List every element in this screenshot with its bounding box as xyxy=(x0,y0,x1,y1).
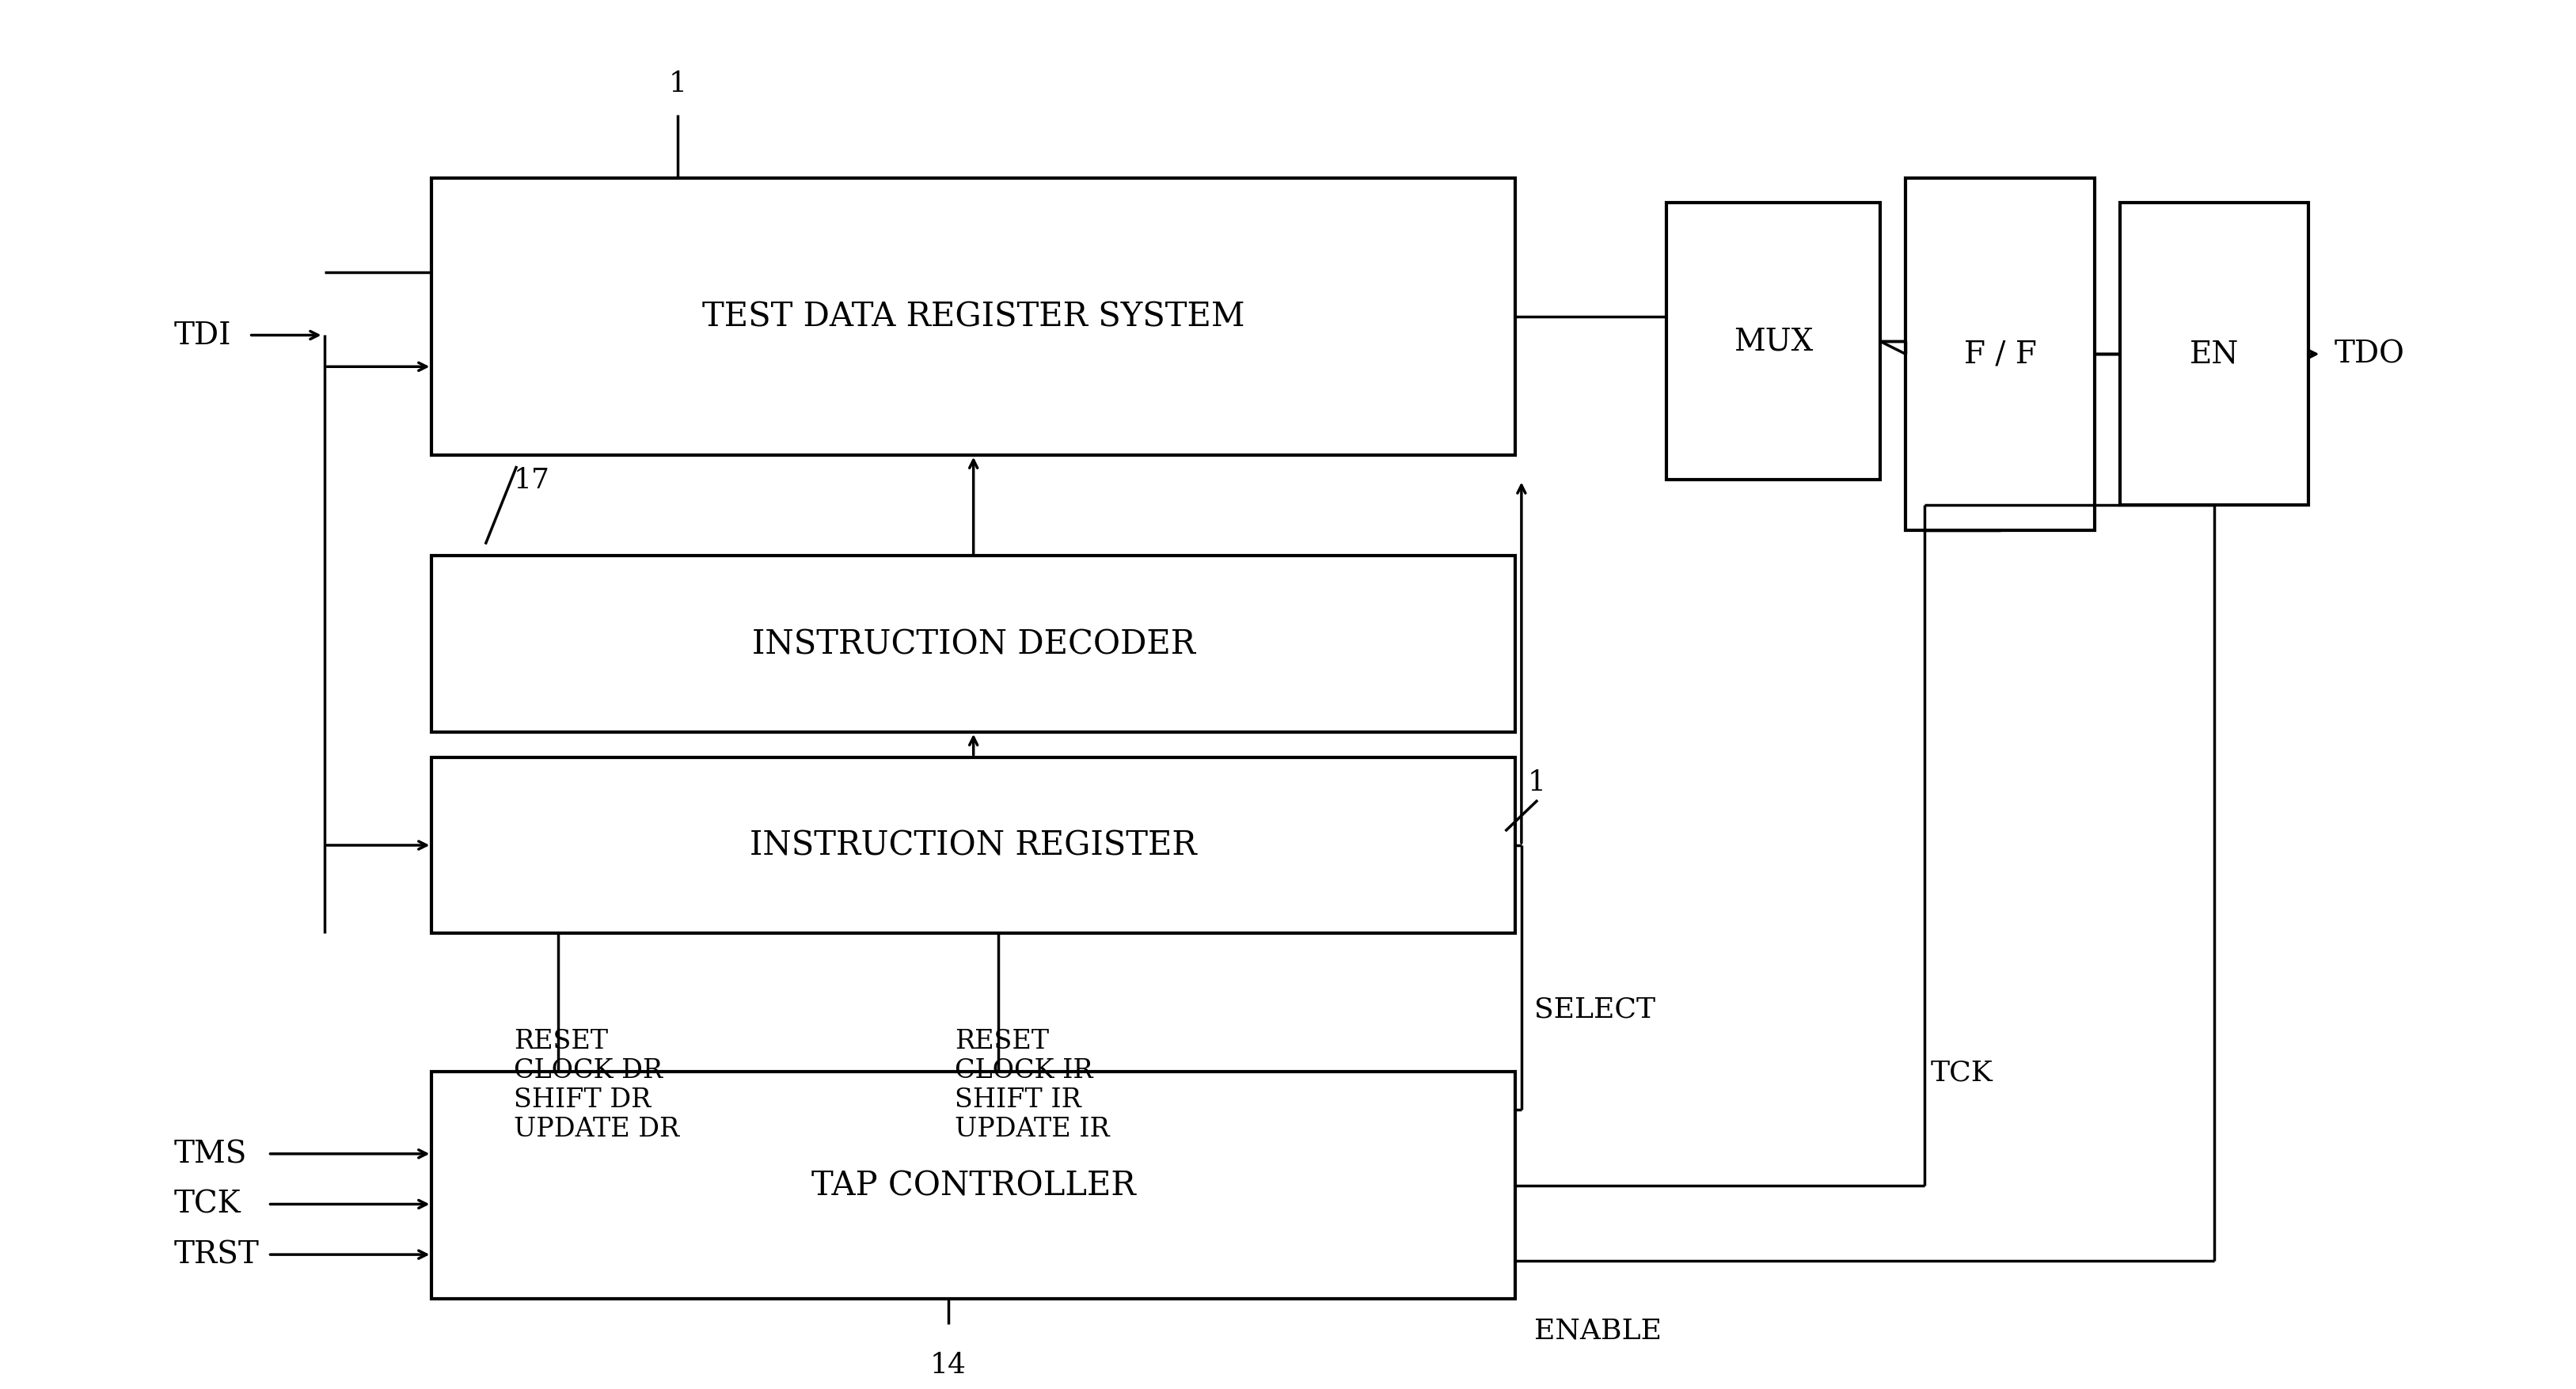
Bar xyxy=(2120,204,2308,506)
Text: SELECT: SELECT xyxy=(1533,996,1654,1022)
Text: EN: EN xyxy=(2190,340,2239,369)
Text: RESET
CLOCK IR
SHIFT IR
UPDATE IR: RESET CLOCK IR SHIFT IR UPDATE IR xyxy=(953,1028,1110,1142)
Bar xyxy=(1906,178,2094,531)
Text: ENABLE: ENABLE xyxy=(1533,1317,1662,1343)
Text: INSTRUCTION DECODER: INSTRUCTION DECODER xyxy=(752,628,1195,661)
Text: TCK: TCK xyxy=(1929,1058,1994,1086)
Text: TDO: TDO xyxy=(2334,340,2403,369)
Bar xyxy=(433,556,1515,732)
Text: RESET
CLOCK DR
SHIFT DR
UPDATE DR: RESET CLOCK DR SHIFT DR UPDATE DR xyxy=(513,1028,680,1142)
Text: 17: 17 xyxy=(513,467,549,494)
Text: F / F: F / F xyxy=(1963,340,2035,369)
Text: TDI: TDI xyxy=(173,321,232,350)
Text: INSTRUCTION REGISTER: INSTRUCTION REGISTER xyxy=(750,829,1198,863)
Bar xyxy=(433,757,1515,933)
Bar xyxy=(433,178,1515,456)
Text: TEST DATA REGISTER SYSTEM: TEST DATA REGISTER SYSTEM xyxy=(701,300,1244,333)
Text: 14: 14 xyxy=(930,1350,966,1378)
Text: 1: 1 xyxy=(667,71,685,97)
Text: MUX: MUX xyxy=(1734,328,1814,357)
Text: 1: 1 xyxy=(1528,770,1546,796)
Bar xyxy=(1667,204,1880,481)
Text: TAP CONTROLLER: TAP CONTROLLER xyxy=(811,1168,1136,1201)
Bar xyxy=(433,1072,1515,1299)
Text: TRST: TRST xyxy=(173,1240,258,1270)
Text: TMS: TMS xyxy=(173,1139,247,1168)
Text: TCK: TCK xyxy=(173,1189,240,1220)
